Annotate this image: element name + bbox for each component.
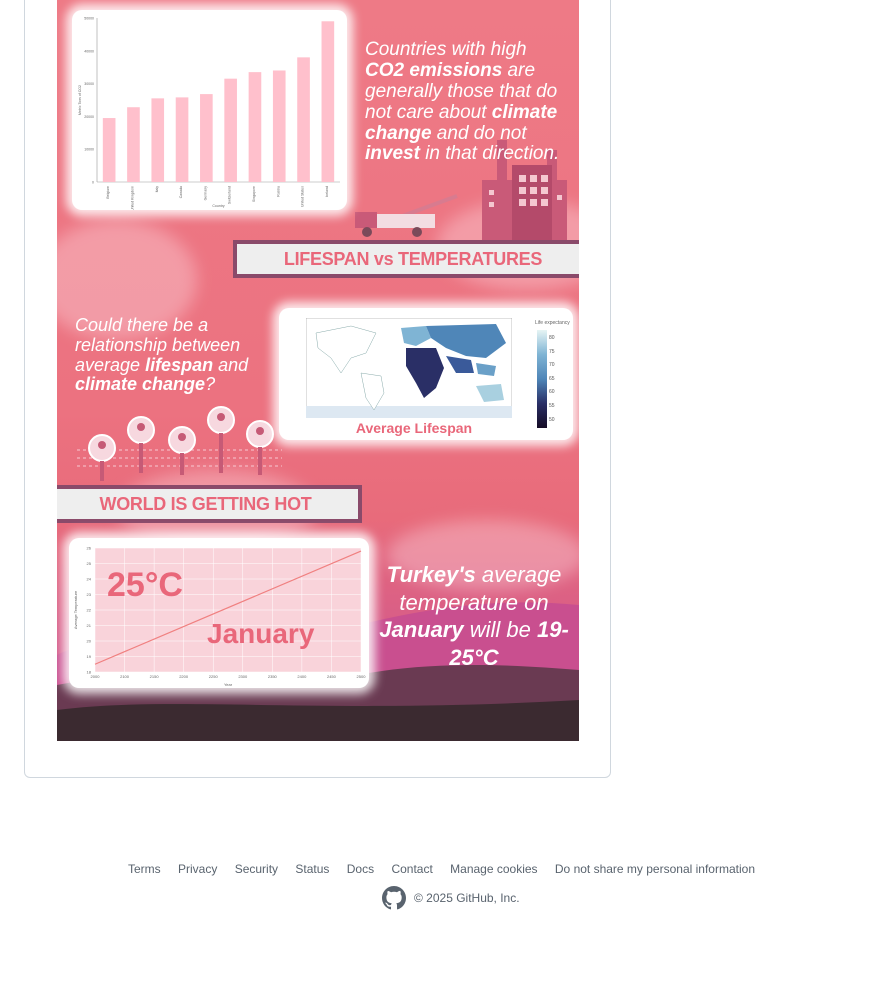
- truck-illustration: [355, 194, 458, 237]
- bar-category-label: Russia: [276, 186, 280, 197]
- temperature-chart-panel: 18 19 20 21 22 23 24 25 26 2000 2100 2150 2200 2250 23…: [69, 538, 369, 688]
- lifespan-question: Could there be a relationship between av…: [75, 315, 249, 395]
- co2-bar-chart-panel: 0 10000 20000 30000 40000 50000 Belgium United …: [72, 10, 347, 211]
- bar: [224, 78, 237, 182]
- footer-copyright: © 2025 GitHub, Inc.: [382, 886, 520, 910]
- bar-category-label: Belgium: [106, 186, 110, 199]
- bar-y-tick-label: 0: [92, 181, 94, 185]
- bar: [200, 94, 213, 182]
- bar-category-label: Italy: [155, 186, 159, 193]
- line-x-tick-label: 2100: [120, 674, 130, 679]
- world-map: [306, 318, 512, 418]
- co2-description: Countries with high CO2 emissions are ge…: [365, 39, 560, 165]
- line-x-tick-label: 2350: [268, 674, 278, 679]
- bar-category-label: Germany: [203, 186, 207, 201]
- line-y-tick-label: 20: [87, 639, 92, 644]
- line-y-tick-label: 21: [87, 623, 92, 628]
- line-y-tick-label: 23: [87, 592, 92, 597]
- bar-x-axis-label: Country: [212, 204, 225, 208]
- line-y-tick-label: 18: [87, 670, 92, 675]
- bar-y-tick-label: 30000: [84, 82, 94, 86]
- bar: [102, 118, 116, 182]
- bar-category-label: United States: [301, 186, 305, 207]
- bar-y-axis-label: Metric Tons of CO2: [78, 85, 82, 115]
- factory-illustration: [482, 140, 567, 242]
- bar: [272, 70, 286, 182]
- world-hot-headline: WORLD IS GETTING HOT: [57, 485, 362, 523]
- bar: [151, 98, 165, 182]
- bar: [297, 57, 310, 182]
- bar-category-label: Singapore: [252, 186, 256, 202]
- bar-y-tick-label: 10000: [84, 148, 94, 152]
- line-y-axis-label: Average Temperature: [73, 590, 78, 629]
- line-x-tick-label: 2250: [209, 674, 219, 679]
- co2-bar-chart: 0 10000 20000 30000 40000 50000 Belgium United …: [78, 17, 340, 211]
- bar: [175, 97, 189, 182]
- footer-link-status[interactable]: Status: [295, 862, 330, 876]
- bar: [248, 72, 262, 182]
- map-legend-title: Life expectancy: [535, 320, 570, 326]
- temperature-big-label: 25°C: [107, 566, 183, 604]
- temperature-series-line: [94, 550, 362, 665]
- lifespan-headline: LIFESPAN vs TEMPERATURES: [233, 240, 579, 278]
- footer-link-security[interactable]: Security: [234, 862, 279, 876]
- bar-category-label: Canada: [179, 186, 183, 198]
- footer-link-terms[interactable]: Terms: [127, 862, 161, 876]
- bar-category-label: Iceland: [325, 186, 329, 197]
- line-y-tick-label: 24: [87, 577, 92, 582]
- line-x-axis-label: Year: [224, 682, 233, 687]
- temperature-line-chart: 18 19 20 21 22 23 24 25 26 2000 2100 2150 2200 2250 23…: [73, 546, 367, 688]
- footer-link-docs[interactable]: Docs: [346, 862, 375, 876]
- line-y-tick-label: 25: [87, 561, 92, 566]
- line-x-tick-label: 2200: [179, 674, 189, 679]
- copyright-text: © 2025 GitHub, Inc.: [414, 891, 520, 905]
- bar-category-label: Switzerland: [228, 186, 232, 204]
- bar: [127, 107, 140, 182]
- month-label: January: [207, 618, 315, 649]
- line-y-tick-label: 26: [87, 546, 92, 551]
- footer-link-manage-cookies[interactable]: Manage cookies: [450, 862, 538, 876]
- line-x-tick-label: 2500: [357, 674, 367, 679]
- people-illustration: [77, 406, 282, 481]
- line-x-tick-label: 2400: [297, 674, 307, 679]
- bar-y-tick-label: 20000: [84, 115, 94, 119]
- footer-link-privacy[interactable]: Privacy: [178, 862, 218, 876]
- footer-link-contact[interactable]: Contact: [391, 862, 433, 876]
- line-y-tick-label: 19: [87, 654, 92, 659]
- footer-links: Terms Privacy Security Status Docs Conta…: [0, 862, 883, 876]
- footer-link-do-not-share[interactable]: Do not share my personal information: [554, 862, 755, 876]
- lifespan-map-panel: Life expectancy 80 75 70 65 60 55 50 Average…: [279, 308, 573, 440]
- bar-y-tick-label: 50000: [84, 17, 94, 21]
- github-logo-icon[interactable]: [382, 886, 406, 910]
- line-x-tick-label: 2150: [150, 674, 160, 679]
- map-legend-ticks: 80 75 70 65 60 55 50: [549, 335, 555, 423]
- turkey-text: Turkey's average temperature on January …: [379, 562, 569, 671]
- map-caption: Average Lifespan: [355, 420, 473, 436]
- map-legend-scale: [537, 330, 547, 428]
- line-x-tick-label: 2300: [238, 674, 248, 679]
- infographic-poster: 0 10000 20000 30000 40000 50000 Belgium United …: [57, 0, 579, 741]
- bar-category-label: United Kingdom: [130, 186, 134, 210]
- bar-y-tick-label: 40000: [84, 49, 94, 53]
- bar: [321, 21, 335, 182]
- line-y-tick-label: 22: [87, 608, 92, 613]
- line-x-tick-label: 2000: [91, 674, 101, 679]
- line-x-tick-label: 2450: [327, 674, 337, 679]
